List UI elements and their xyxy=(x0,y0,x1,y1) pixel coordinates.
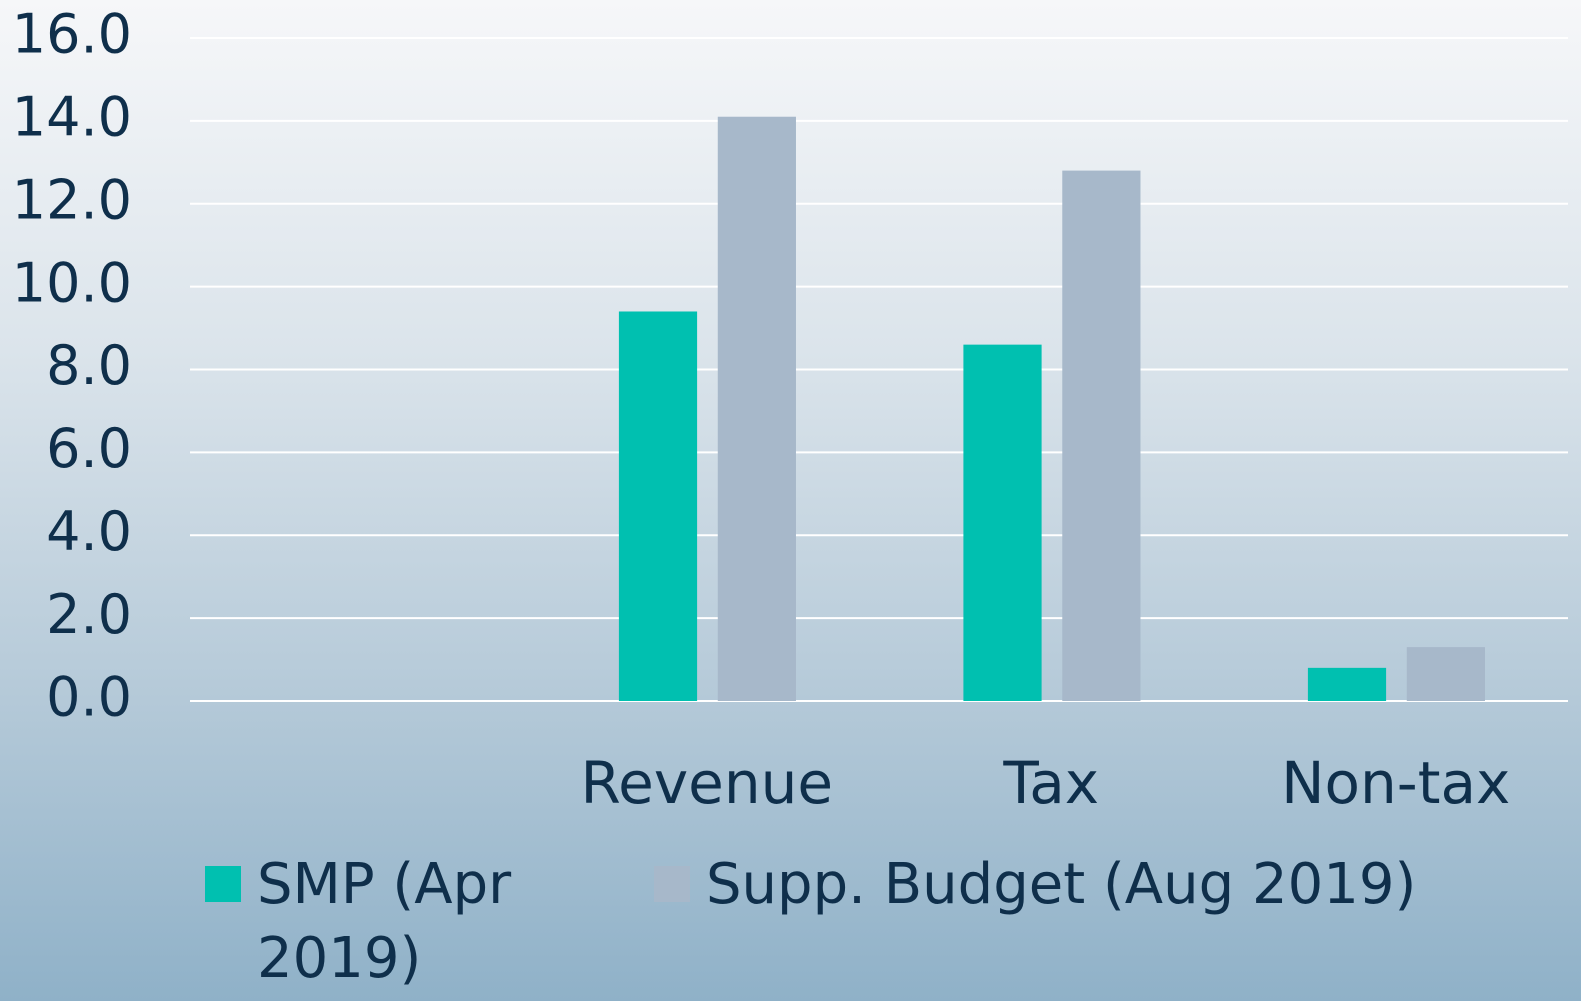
bar xyxy=(963,344,1042,701)
bar xyxy=(1062,170,1141,702)
y-tick-label: 6.0 xyxy=(46,417,132,480)
y-tick-label: 0.0 xyxy=(46,666,132,729)
y-tick-label: 4.0 xyxy=(46,500,132,563)
legend-label: SMP (Apr 2019) xyxy=(257,852,512,991)
y-tick-label: 8.0 xyxy=(46,334,132,397)
legend-label: Supp. Budget (Aug 2019) xyxy=(706,852,1417,917)
y-tick-label: 12.0 xyxy=(12,168,132,231)
x-tick-label: Revenue xyxy=(580,749,833,817)
bar xyxy=(717,116,796,701)
y-tick-label: 2.0 xyxy=(46,583,132,646)
bar xyxy=(1406,647,1485,701)
y-tick-label: 14.0 xyxy=(12,86,132,149)
y-tick-label: 10.0 xyxy=(12,251,132,314)
legend-swatch xyxy=(205,866,241,902)
legend-item: Supp. Budget (Aug 2019) xyxy=(654,848,1554,922)
bar xyxy=(1307,667,1387,701)
x-tick-label: Non-tax xyxy=(1281,749,1510,817)
legend-item: SMP (Apr 2019) xyxy=(205,848,605,996)
bar xyxy=(618,311,698,701)
y-tick-label: 16.0 xyxy=(12,3,132,66)
legend-swatch xyxy=(654,866,690,902)
x-tick-label: Tax xyxy=(1002,749,1099,817)
